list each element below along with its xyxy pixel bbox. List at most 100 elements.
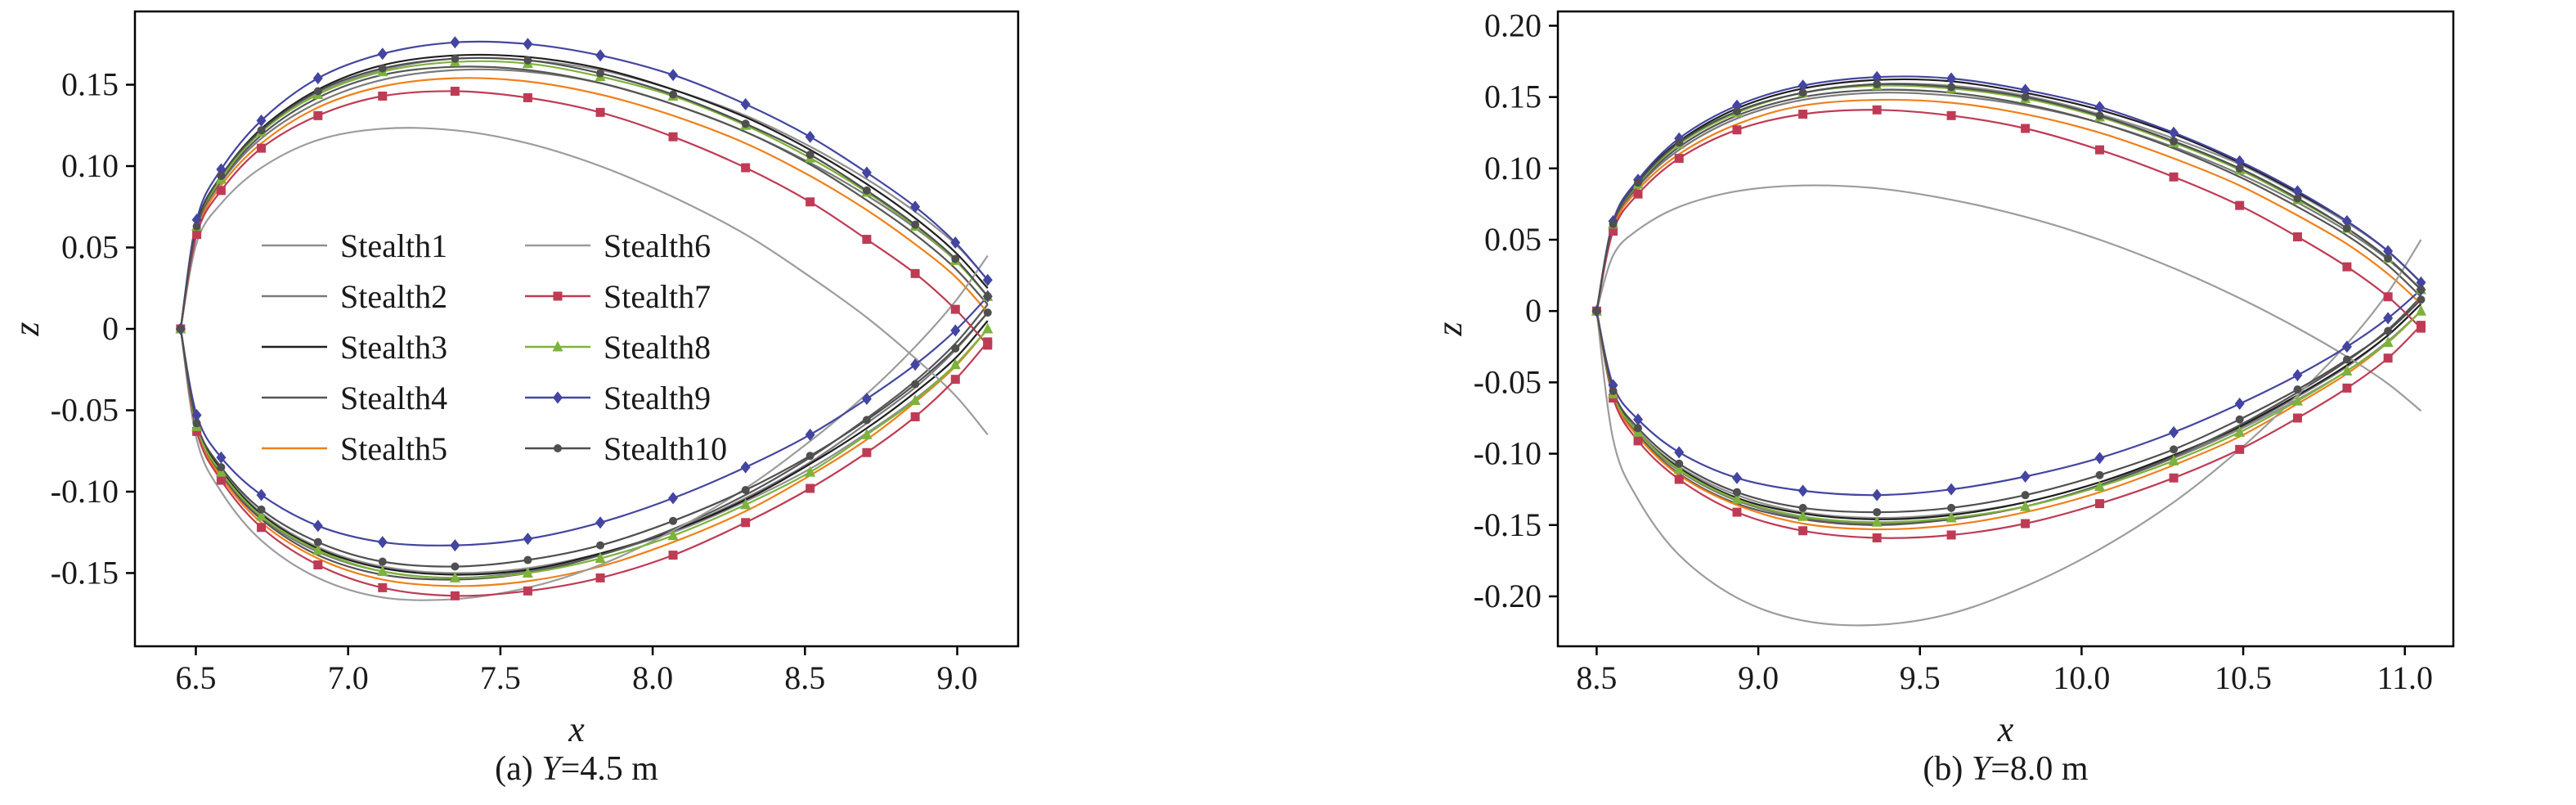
series-stealth6-lower <box>1595 239 2422 627</box>
plot-frame <box>1556 10 2455 648</box>
series-stealth9-upper <box>1595 75 2422 312</box>
marker-stealth9 <box>1797 484 1808 497</box>
marker-stealth10 <box>806 452 815 461</box>
x-tick-label: 7.5 <box>480 659 521 696</box>
marker-stealth9 <box>2094 101 2105 114</box>
marker-stealth7 <box>2021 519 2031 528</box>
marker-stealth9 <box>910 358 921 371</box>
marker-stealth7 <box>806 197 815 207</box>
series-stealth10-upper <box>1595 83 2422 312</box>
marker-stealth9 <box>1872 488 1883 501</box>
y-tick-label: -0.05 <box>51 391 119 428</box>
series-stealth5-upper <box>1595 98 2422 312</box>
series-stealth6-upper <box>179 127 989 436</box>
legend-item-stealth1: Stealth1 <box>262 227 447 264</box>
marker-stealth9 <box>2383 245 2394 258</box>
marker-stealth7 <box>378 582 388 592</box>
marker-stealth7 <box>2383 292 2393 302</box>
panel-a: 6.5 7.0 7.5 8.0 8.5 9.0 0.15 0.10 0.05 0 -0.05 -0.1… <box>7 10 1020 789</box>
marker-stealth10 <box>2384 254 2393 263</box>
marker-stealth10 <box>669 90 678 99</box>
marker-stealth9 <box>2169 126 2179 139</box>
marker-stealth7 <box>910 411 920 421</box>
marker-stealth8 <box>740 498 752 510</box>
x-tick-label: 9.0 <box>1738 659 1779 696</box>
marker-stealth9 <box>191 408 202 421</box>
marker-stealth10 <box>1634 424 1643 433</box>
marker-stealth9 <box>861 166 872 179</box>
marker-stealth9 <box>805 428 815 441</box>
marker-stealth7 <box>2342 383 2352 393</box>
marker-stealth7 <box>1798 110 1808 119</box>
marker-stealth9 <box>740 97 751 110</box>
series-stealth9-lower <box>1595 289 2422 497</box>
marker-stealth9 <box>377 536 388 549</box>
series-stealth3-lower <box>1595 303 2422 520</box>
marker-stealth8 <box>2341 364 2353 376</box>
marker-stealth7 <box>2235 200 2245 210</box>
marker-stealth10 <box>806 151 815 160</box>
marker-stealth7 <box>313 560 323 570</box>
marker-stealth10 <box>257 505 266 514</box>
marker-stealth7 <box>1633 436 1643 446</box>
y-tick-label: 0.15 <box>1484 79 1542 115</box>
marker-stealth7 <box>668 551 678 560</box>
marker-stealth10 <box>451 54 460 63</box>
legend-item-stealth9: Stealth9 <box>525 380 711 416</box>
marker-stealth8 <box>377 564 388 576</box>
series-stealth5-lower <box>179 328 989 587</box>
marker-stealth9 <box>950 236 961 250</box>
x-axis-label: x <box>568 709 585 749</box>
marker-stealth7 <box>595 573 605 582</box>
marker-stealth7 <box>1674 474 1684 484</box>
marker-stealth7 <box>950 375 960 385</box>
marker-stealth8 <box>861 428 873 439</box>
marker-stealth9 <box>523 533 533 546</box>
series-stealth9-lower <box>179 295 989 546</box>
series-stealth3-upper <box>1595 78 2422 312</box>
marker-stealth9 <box>216 163 227 176</box>
marker-stealth9 <box>2416 276 2426 289</box>
caption-a: (a) Y=4.5 m <box>135 749 1018 789</box>
x-tick-label: 9.5 <box>1900 659 1941 696</box>
marker-stealth10 <box>983 308 992 317</box>
marker-stealth10 <box>1733 488 1741 497</box>
marker-stealth10 <box>2342 355 2351 364</box>
y-tick-label: -0.15 <box>51 554 119 591</box>
series-stealth8-upper <box>1595 84 2422 312</box>
marker-stealth10 <box>523 56 532 65</box>
marker-stealth9 <box>1633 413 1644 426</box>
marker-stealth10 <box>1609 219 1618 228</box>
series-stealth6-upper <box>1595 184 2422 412</box>
marker-stealth10 <box>1609 386 1618 395</box>
caption-a-variable: Y <box>541 750 561 788</box>
marker-stealth7 <box>1732 125 1742 135</box>
series-stealth2-upper <box>179 68 989 330</box>
x-tick-label: 9.0 <box>937 659 978 696</box>
marker-stealth7 <box>313 110 323 120</box>
marker-stealth7 <box>450 86 460 96</box>
legend-marker-diamond <box>553 391 563 404</box>
series-stealth7-upper <box>1595 109 2422 329</box>
y-tick-label: 0.05 <box>1484 221 1542 258</box>
legend-label: Stealth6 <box>604 227 711 264</box>
legend-label: Stealth10 <box>604 430 727 467</box>
marker-stealth10 <box>523 555 532 564</box>
marker-stealth8 <box>449 571 460 582</box>
legend-item-stealth10: Stealth10 <box>525 430 727 467</box>
marker-stealth9 <box>312 519 323 533</box>
legend-marker-triangle <box>552 340 563 352</box>
marker-stealth10 <box>2384 326 2393 335</box>
y-tick-label: 0.20 <box>1484 7 1542 43</box>
marker-stealth10 <box>2021 92 2030 101</box>
marker-stealth9 <box>2169 425 2179 438</box>
marker-stealth10 <box>741 485 750 494</box>
marker-stealth9 <box>805 130 815 143</box>
caption-a-prefix: (a) <box>495 750 542 788</box>
marker-stealth7 <box>983 337 993 347</box>
legend-item-stealth2: Stealth2 <box>262 278 447 315</box>
marker-stealth7 <box>1674 154 1684 164</box>
series-stealth1-lower <box>179 328 989 574</box>
y-axis-label: z <box>7 322 47 336</box>
